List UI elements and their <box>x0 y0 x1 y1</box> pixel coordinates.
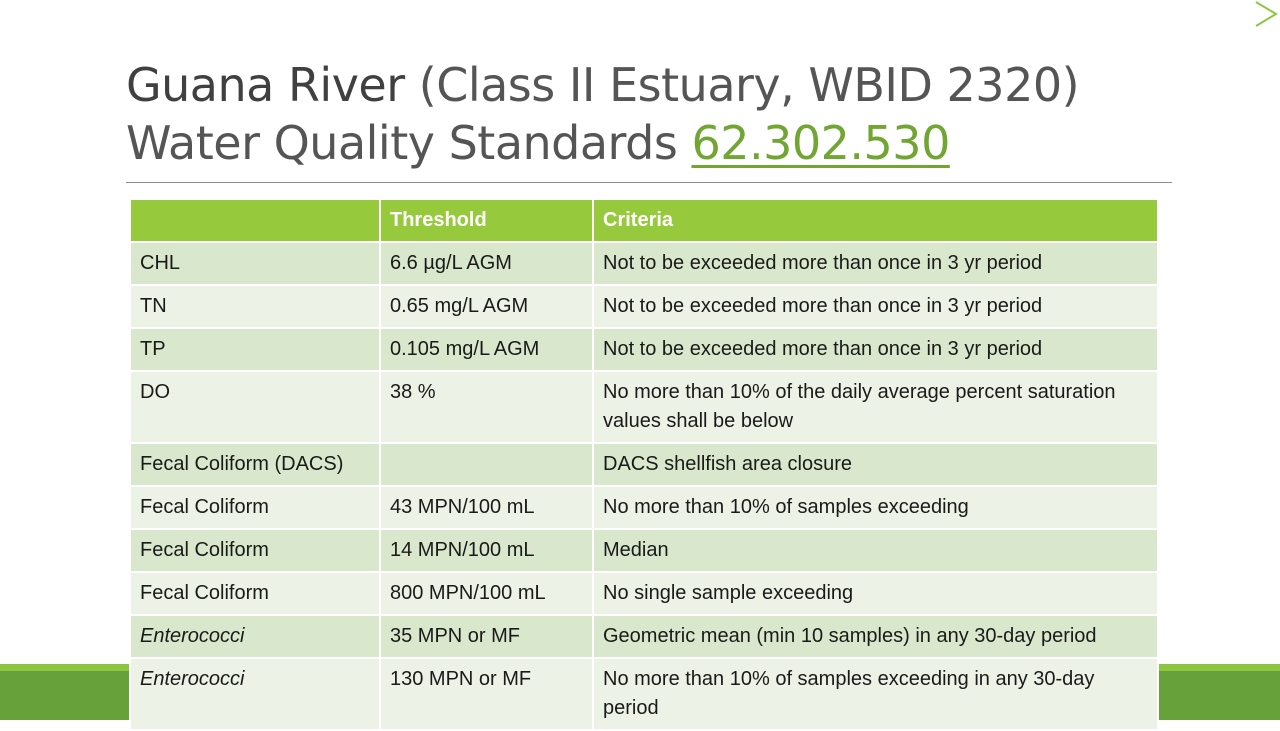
cell-parameter: Fecal Coliform <box>129 528 381 573</box>
table-row: TN 0.65 mg/L AGM Not to be exceeded more… <box>129 284 1159 329</box>
cell-threshold: 35 MPN or MF <box>379 614 594 659</box>
cell-threshold: 38 % <box>379 370 594 444</box>
cell-threshold: 130 MPN or MF <box>379 657 594 731</box>
cell-criteria: DACS shellfish area closure <box>592 442 1159 487</box>
cell-criteria: No single sample exceeding <box>592 571 1159 616</box>
cell-criteria: Not to be exceeded more than once in 3 y… <box>592 241 1159 286</box>
title-divider <box>126 182 1172 183</box>
cell-parameter: CHL <box>129 241 381 286</box>
cell-threshold: 6.6 µg/L AGM <box>379 241 594 286</box>
title-line-2: Water Quality Standards 62.302.530 <box>126 114 1176 172</box>
cell-parameter: Fecal Coliform <box>129 485 381 530</box>
cell-parameter: TN <box>129 284 381 329</box>
standards-table: Threshold Criteria CHL 6.6 µg/L AGM Not … <box>129 198 1159 731</box>
cell-criteria: No more than 10% of the daily average pe… <box>592 370 1159 444</box>
cell-criteria: Not to be exceeded more than once in 3 y… <box>592 284 1159 329</box>
cell-criteria: Geometric mean (min 10 samples) in any 3… <box>592 614 1159 659</box>
cell-criteria: No more than 10% of samples exceeding in… <box>592 657 1159 731</box>
cell-threshold <box>379 442 594 487</box>
cell-parameter: Enterococci <box>129 614 381 659</box>
table-row: Fecal Coliform 14 MPN/100 mL Median <box>129 528 1159 573</box>
cell-threshold: 0.105 mg/L AGM <box>379 327 594 372</box>
table-row: CHL 6.6 µg/L AGM Not to be exceeded more… <box>129 241 1159 286</box>
title-subtitle-part: (Class II Estuary, WBID 2320) <box>404 58 1080 112</box>
table-row: Fecal Coliform 800 MPN/100 mL No single … <box>129 571 1159 616</box>
cell-threshold: 43 MPN/100 mL <box>379 485 594 530</box>
table-row: Fecal Coliform (DACS) DACS shellfish are… <box>129 442 1159 487</box>
cell-criteria: Not to be exceeded more than once in 3 y… <box>592 327 1159 372</box>
table-row: Enterococci 35 MPN or MF Geometric mean … <box>129 614 1159 659</box>
cell-criteria: Median <box>592 528 1159 573</box>
table-row: DO 38 % No more than 10% of the daily av… <box>129 370 1159 444</box>
table-row: TP 0.105 mg/L AGM Not to be exceeded mor… <box>129 327 1159 372</box>
title-bold-part: Guana River <box>126 58 405 112</box>
standards-table-container: Threshold Criteria CHL 6.6 µg/L AGM Not … <box>129 198 1159 731</box>
cell-criteria: No more than 10% of samples exceeding <box>592 485 1159 530</box>
table-row: Fecal Coliform 43 MPN/100 mL No more tha… <box>129 485 1159 530</box>
table-row: Enterococci 130 MPN or MF No more than 1… <box>129 657 1159 731</box>
cell-parameter: Fecal Coliform <box>129 571 381 616</box>
cell-parameter: Fecal Coliform (DACS) <box>129 442 381 487</box>
cell-threshold: 800 MPN/100 mL <box>379 571 594 616</box>
title-prefix: Water Quality Standards <box>126 116 692 170</box>
cell-parameter: TP <box>129 327 381 372</box>
corner-chevron-icon <box>1255 1 1278 27</box>
title-line-1: Guana River (Class II Estuary, WBID 2320… <box>126 56 1176 114</box>
cell-threshold: 0.65 mg/L AGM <box>379 284 594 329</box>
header-threshold: Threshold <box>379 198 594 243</box>
cell-parameter: DO <box>129 370 381 444</box>
header-criteria: Criteria <box>592 198 1159 243</box>
header-parameter <box>129 198 381 243</box>
regulation-link[interactable]: 62.302.530 <box>691 116 950 170</box>
cell-threshold: 14 MPN/100 mL <box>379 528 594 573</box>
table-header-row: Threshold Criteria <box>129 198 1159 243</box>
slide-title: Guana River (Class II Estuary, WBID 2320… <box>126 56 1176 172</box>
cell-parameter: Enterococci <box>129 657 381 731</box>
